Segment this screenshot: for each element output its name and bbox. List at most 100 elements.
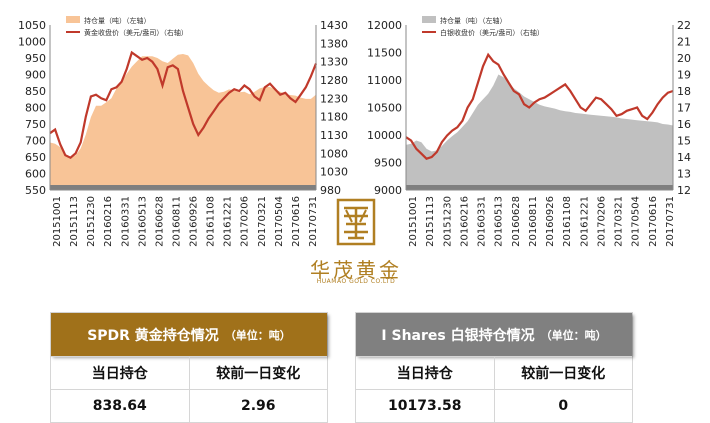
gold-x-tick: 20160628 [154,196,165,247]
gold-right-tick: 1380 [320,37,348,50]
silver-legend-label-holdings: 持仓量（吨）（左轴） [440,16,507,25]
gold-right-tick: 1430 [320,19,348,32]
gold-x-tick: 20151001 [52,196,63,247]
gold-x-tick: 20160513 [137,196,148,247]
silver-x-tick: 20170206 [597,196,608,247]
gold-right-tick: 1130 [320,129,348,142]
silver-right-tick: 19 [677,69,691,82]
gold-panel-header: SPDR 黄金持仓情况 （单位：吨） [51,313,327,356]
silver-legend-swatch-holdings [422,16,436,23]
silver-right-tick: 20 [677,52,691,65]
silver-x-tick: 20151113 [425,196,436,247]
silver-panel-header-row: 当日持仓 较前一日变化 [356,356,632,389]
silver-panel-value-row: 10173.58 0 [356,389,632,422]
silver-price-line [405,52,674,160]
gold-legend-label-holdings: 持仓量（吨）（左轴） [84,16,151,25]
gold-right-tick: 1180 [320,111,348,124]
gold-right-tick: 980 [320,184,341,197]
gold-change-value: 2.96 [188,390,328,422]
logo-subtitle: HUAMAO GOLD CO.LTD [316,278,396,285]
silver-holdings-chart: 9000 9500 10000 10500 11000 11500 12000 12 13 14 1… [367,16,691,247]
gold-right-tick: 1080 [320,147,348,160]
silver-x-tick: 20151230 [442,196,453,247]
silver-x-tick: 20151001 [408,196,419,247]
silver-x-tick: 20160811 [528,196,539,247]
silver-base-strip [406,185,673,190]
silver-panel-unit: （单位：吨） [540,328,607,342]
silver-left-tick: 11500 [367,47,402,60]
silver-left-tick: 10000 [367,129,402,142]
silver-x-tick: 20160331 [477,196,488,247]
logo-name: 华茂黄金 [310,258,402,282]
gold-x-tick: 20170616 [291,196,302,247]
gold-legend-swatch-holdings [66,16,80,23]
silver-x-tick: 20160513 [494,196,505,247]
gold-legend-label-price: 黄金收盘价（美元/盎司）（右轴） [84,28,188,37]
silver-right-tick: 16 [677,118,691,131]
gold-left-tick: 900 [25,69,46,82]
silver-right-tick: 22 [677,19,691,32]
silver-x-tick: 20161108 [562,196,573,247]
gold-left-tick: 800 [25,102,46,115]
silver-right-tick: 17 [677,102,691,115]
gold-right-tick: 1280 [320,74,348,87]
gold-today-value: 838.64 [92,398,147,414]
gold-x-tick: 20170321 [257,196,268,247]
gold-right-tick: 1030 [320,166,348,179]
silver-left-tick: 9500 [374,157,402,170]
silver-x-tick: 20170504 [631,196,642,247]
gold-left-tick: 700 [25,135,46,148]
gold-price-line [49,50,318,160]
gold-panel-header-row: 当日持仓 较前一日变化 [51,356,327,389]
gold-x-tick: 20160331 [120,196,131,247]
silver-col-change: 较前一日变化 [493,357,633,389]
silver-right-tick: 21 [677,36,691,49]
silver-holdings-area [406,74,673,190]
gold-x-tick: 20151113 [69,196,80,247]
gold-left-tick: 850 [25,85,46,98]
silver-legend-label-price: 白银收盘价（美元/盎司）（右轴） [440,28,544,37]
gold-left-tick: 650 [25,151,46,164]
silver-x-tick: 20160628 [511,196,522,247]
silver-right-tick: 18 [677,85,691,98]
logo-emblem-icon [336,198,376,246]
company-logo: 华茂黄金 HUAMAO GOLD CO.LTD [300,198,412,286]
silver-right-tick: 12 [677,184,691,197]
silver-x-tick: 20160216 [459,196,470,247]
silver-x-tick: 20170616 [648,196,659,247]
gold-x-tick: 20170206 [240,196,251,247]
gold-x-tick: 20161108 [206,196,217,247]
silver-today-value: 10173.58 [387,398,462,414]
silver-left-tick: 10500 [367,102,402,115]
gold-panel-unit: （单位：吨） [224,328,291,342]
gold-x-tick: 20161221 [223,196,234,247]
gold-col-change: 较前一日变化 [188,357,328,389]
gold-x-tick: 20170504 [274,196,285,247]
silver-left-tick: 12000 [367,19,402,32]
gold-right-tick: 1330 [320,56,348,69]
silver-x-tick: 20160926 [545,196,556,247]
gold-left-tick: 600 [25,168,46,181]
silver-right-tick: 13 [677,168,691,181]
gold-left-tick: 550 [25,184,46,197]
gold-x-tick: 20170731 [308,196,319,247]
gold-left-tick: 950 [25,52,46,65]
gold-left-tick: 1000 [18,36,46,49]
gold-left-tick: 1050 [18,19,46,32]
gold-x-tick: 20160926 [189,196,200,247]
gold-holdings-area [50,54,316,190]
gold-panel-title: SPDR 黄金持仓情况 [87,327,219,344]
silver-holdings-panel: I Shares 白银持仓情况 （单位：吨） 当日持仓 较前一日变化 10173… [355,312,633,423]
silver-change-value: 0 [493,390,633,422]
gold-left-tick: 750 [25,118,46,131]
silver-x-tick: 20170321 [614,196,625,247]
silver-panel-title: I Shares 白银持仓情况 [381,327,535,344]
gold-base-strip [50,185,316,190]
silver-x-tick: 20170731 [665,196,676,247]
silver-x-tick: 20161221 [579,196,590,247]
gold-x-tick: 20160216 [103,196,114,247]
silver-right-tick: 15 [677,135,691,148]
silver-col-today: 当日持仓 [396,366,453,382]
gold-panel-value-row: 838.64 2.96 [51,389,327,422]
gold-holdings-chart: 550 600 650 700 750 800 850 900 950 1000 1050 980 10… [18,16,348,247]
